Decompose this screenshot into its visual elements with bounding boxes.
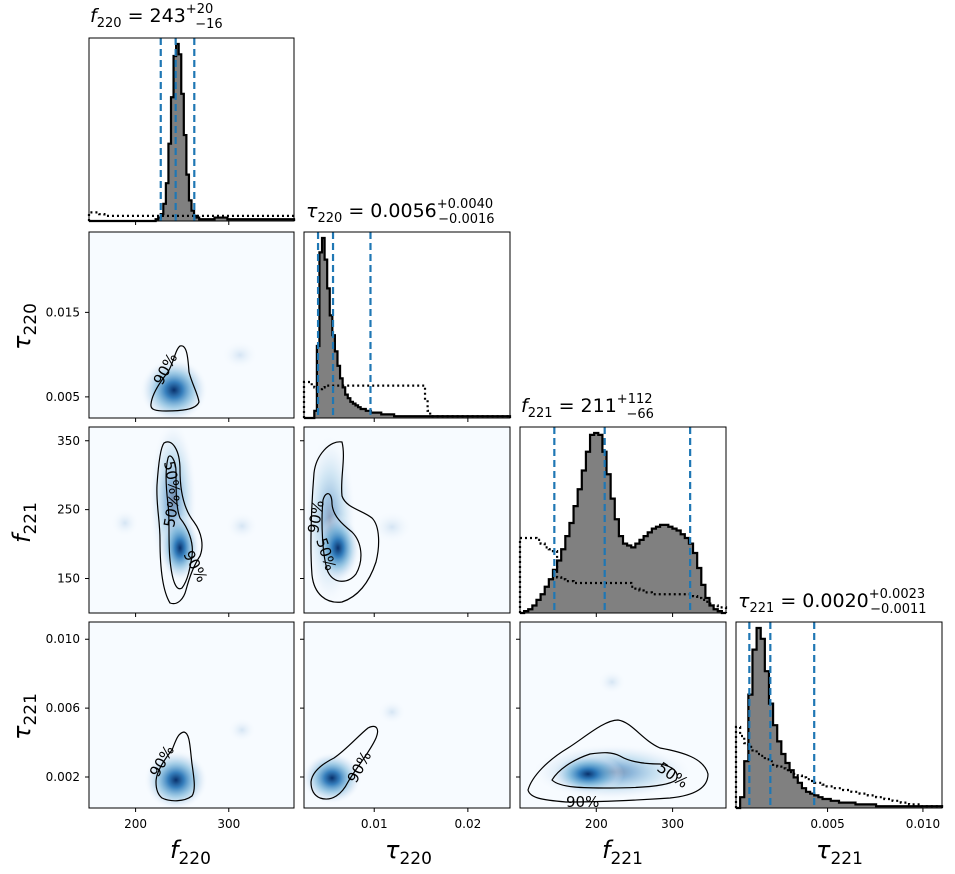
y-tick-label: 350 <box>57 434 80 448</box>
histogram-layer <box>87 38 944 810</box>
panel-frame <box>303 621 511 809</box>
title-f220: f220 = 243+20 −16 <box>90 2 223 32</box>
density-panel-tau220-f220 <box>89 232 294 418</box>
histogram-0 <box>87 38 296 223</box>
panel-frame <box>88 231 295 419</box>
contour-label: 50% <box>160 493 184 529</box>
xlabel-f221: f221 <box>602 836 643 869</box>
tick-layer: 200 300 0.01 0.02 200 300 0.005 0.010 0.005 0.015… <box>46 221 940 831</box>
posterior-fill <box>304 238 510 418</box>
contour-label: 90% <box>566 793 599 811</box>
title-tau221: τ221 = 0.0020+0.0023 −0.0011 <box>738 587 927 617</box>
y-tick-label: 0.015 <box>46 305 80 319</box>
density-panel-f221-f220 <box>89 427 294 613</box>
y-tick-label: 0.005 <box>46 390 80 404</box>
density-panel-tau221-tau220 <box>304 622 510 808</box>
histogram-2 <box>518 427 728 615</box>
xlabel-tau220: τ220 <box>385 836 432 869</box>
panel-hist-tau220 <box>303 231 511 419</box>
panel-frame <box>519 621 727 809</box>
title-f221: f221 = 211+112 −66 <box>521 392 654 422</box>
ylabel-f221: f221 <box>8 502 41 543</box>
density-panel-f221-tau220 <box>304 427 510 613</box>
panel-hist-tau221 <box>735 621 943 809</box>
prior-step <box>734 725 944 808</box>
density-panel-tau221-f220 <box>89 622 294 808</box>
posterior-fill <box>520 433 726 613</box>
x-tick-label: 0.010 <box>906 817 940 831</box>
prior-step <box>518 536 728 613</box>
tick-marks <box>85 221 924 812</box>
panel-frame <box>88 426 295 614</box>
contour-labels: 90% 50% 50% 90% 90% 50% 90% 90% 50% 90% <box>146 350 692 811</box>
x-tick-label: 200 <box>585 817 608 831</box>
contour-label: 90% <box>304 499 328 535</box>
xlabel-f220: f220 <box>170 836 211 869</box>
histogram-1 <box>302 232 512 420</box>
y-tick-label: 0.002 <box>46 770 80 784</box>
x-tick-label: 0.005 <box>810 817 844 831</box>
ylabel-tau220: τ220 <box>8 303 41 350</box>
x-tick-label: 300 <box>217 817 240 831</box>
density-panel-tau221-f221 <box>520 622 726 808</box>
histogram-3 <box>734 622 944 810</box>
x-tick-label: 200 <box>124 817 147 831</box>
panel-frames <box>88 37 943 809</box>
y-tick-label: 250 <box>57 503 80 517</box>
x-tick-label: 0.02 <box>455 817 482 831</box>
panel-frame <box>303 426 511 614</box>
panel-hist-f221 <box>519 426 727 614</box>
posterior-step <box>520 431 726 615</box>
y-tick-label: 150 <box>57 572 80 586</box>
posterior-step <box>736 626 944 810</box>
ylabel-tau221: τ221 <box>8 693 41 740</box>
x-tick-label: 0.01 <box>361 817 388 831</box>
posterior-step <box>89 42 296 223</box>
panel-hist-f220 <box>88 37 295 222</box>
x-tick-label: 300 <box>661 817 684 831</box>
contour-label: 50% <box>160 460 184 496</box>
title-tau220: τ220 = 0.0056+0.0040 −0.0016 <box>306 197 495 227</box>
posterior-fill <box>736 628 942 808</box>
prior-step <box>87 211 296 221</box>
y-tick-label: 0.006 <box>46 701 80 715</box>
panel-frame <box>88 621 295 809</box>
histogram-titles: f220 = 243+20 −16 τ220 = 0.0056+0.0040 −0.… <box>90 2 927 617</box>
posterior-fill <box>89 44 294 221</box>
y-tick-label: 0.010 <box>46 632 80 646</box>
xlabel-tau221: τ221 <box>816 836 863 869</box>
